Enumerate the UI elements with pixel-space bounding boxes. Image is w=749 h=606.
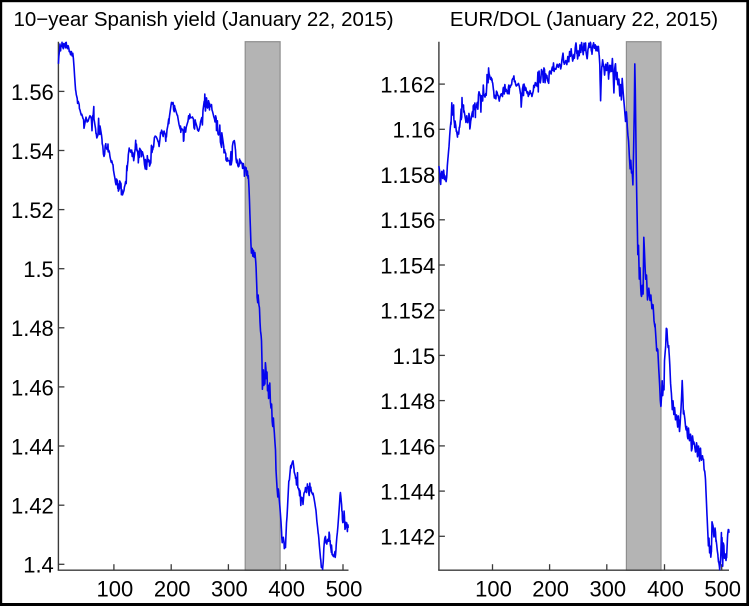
svg-text:200: 200 (532, 577, 569, 602)
svg-text:1.42: 1.42 (11, 494, 54, 519)
svg-text:400: 400 (647, 577, 684, 602)
svg-text:10−year Spanish yield (January: 10−year Spanish yield (January 22, 2015) (13, 8, 393, 31)
svg-text:1.15: 1.15 (392, 344, 435, 369)
svg-text:1.52: 1.52 (11, 198, 54, 223)
svg-text:1.16: 1.16 (392, 118, 435, 143)
svg-text:100: 100 (475, 577, 512, 602)
svg-text:1.152: 1.152 (380, 299, 435, 324)
svg-text:1.162: 1.162 (380, 73, 435, 98)
svg-text:1.5: 1.5 (23, 257, 54, 282)
svg-text:1.46: 1.46 (11, 375, 54, 400)
svg-text:1.144: 1.144 (380, 480, 435, 505)
svg-text:1.142: 1.142 (380, 525, 435, 550)
svg-text:1.154: 1.154 (380, 253, 435, 278)
svg-text:EUR/DOL (January 22, 2015): EUR/DOL (January 22, 2015) (450, 8, 718, 31)
svg-text:300: 300 (589, 577, 626, 602)
svg-text:1.146: 1.146 (380, 434, 435, 459)
svg-text:200: 200 (154, 577, 191, 602)
svg-text:500: 500 (704, 577, 741, 602)
svg-text:500: 500 (326, 577, 363, 602)
svg-text:1.44: 1.44 (11, 434, 54, 459)
svg-text:1.54: 1.54 (11, 139, 54, 164)
svg-text:1.148: 1.148 (380, 389, 435, 414)
svg-text:100: 100 (97, 577, 134, 602)
svg-text:1.158: 1.158 (380, 163, 435, 188)
svg-text:400: 400 (268, 577, 305, 602)
svg-text:1.56: 1.56 (11, 80, 54, 105)
svg-text:1.156: 1.156 (380, 208, 435, 233)
svg-text:300: 300 (211, 577, 248, 602)
svg-text:1.48: 1.48 (11, 316, 54, 341)
svg-text:1.4: 1.4 (23, 553, 54, 578)
